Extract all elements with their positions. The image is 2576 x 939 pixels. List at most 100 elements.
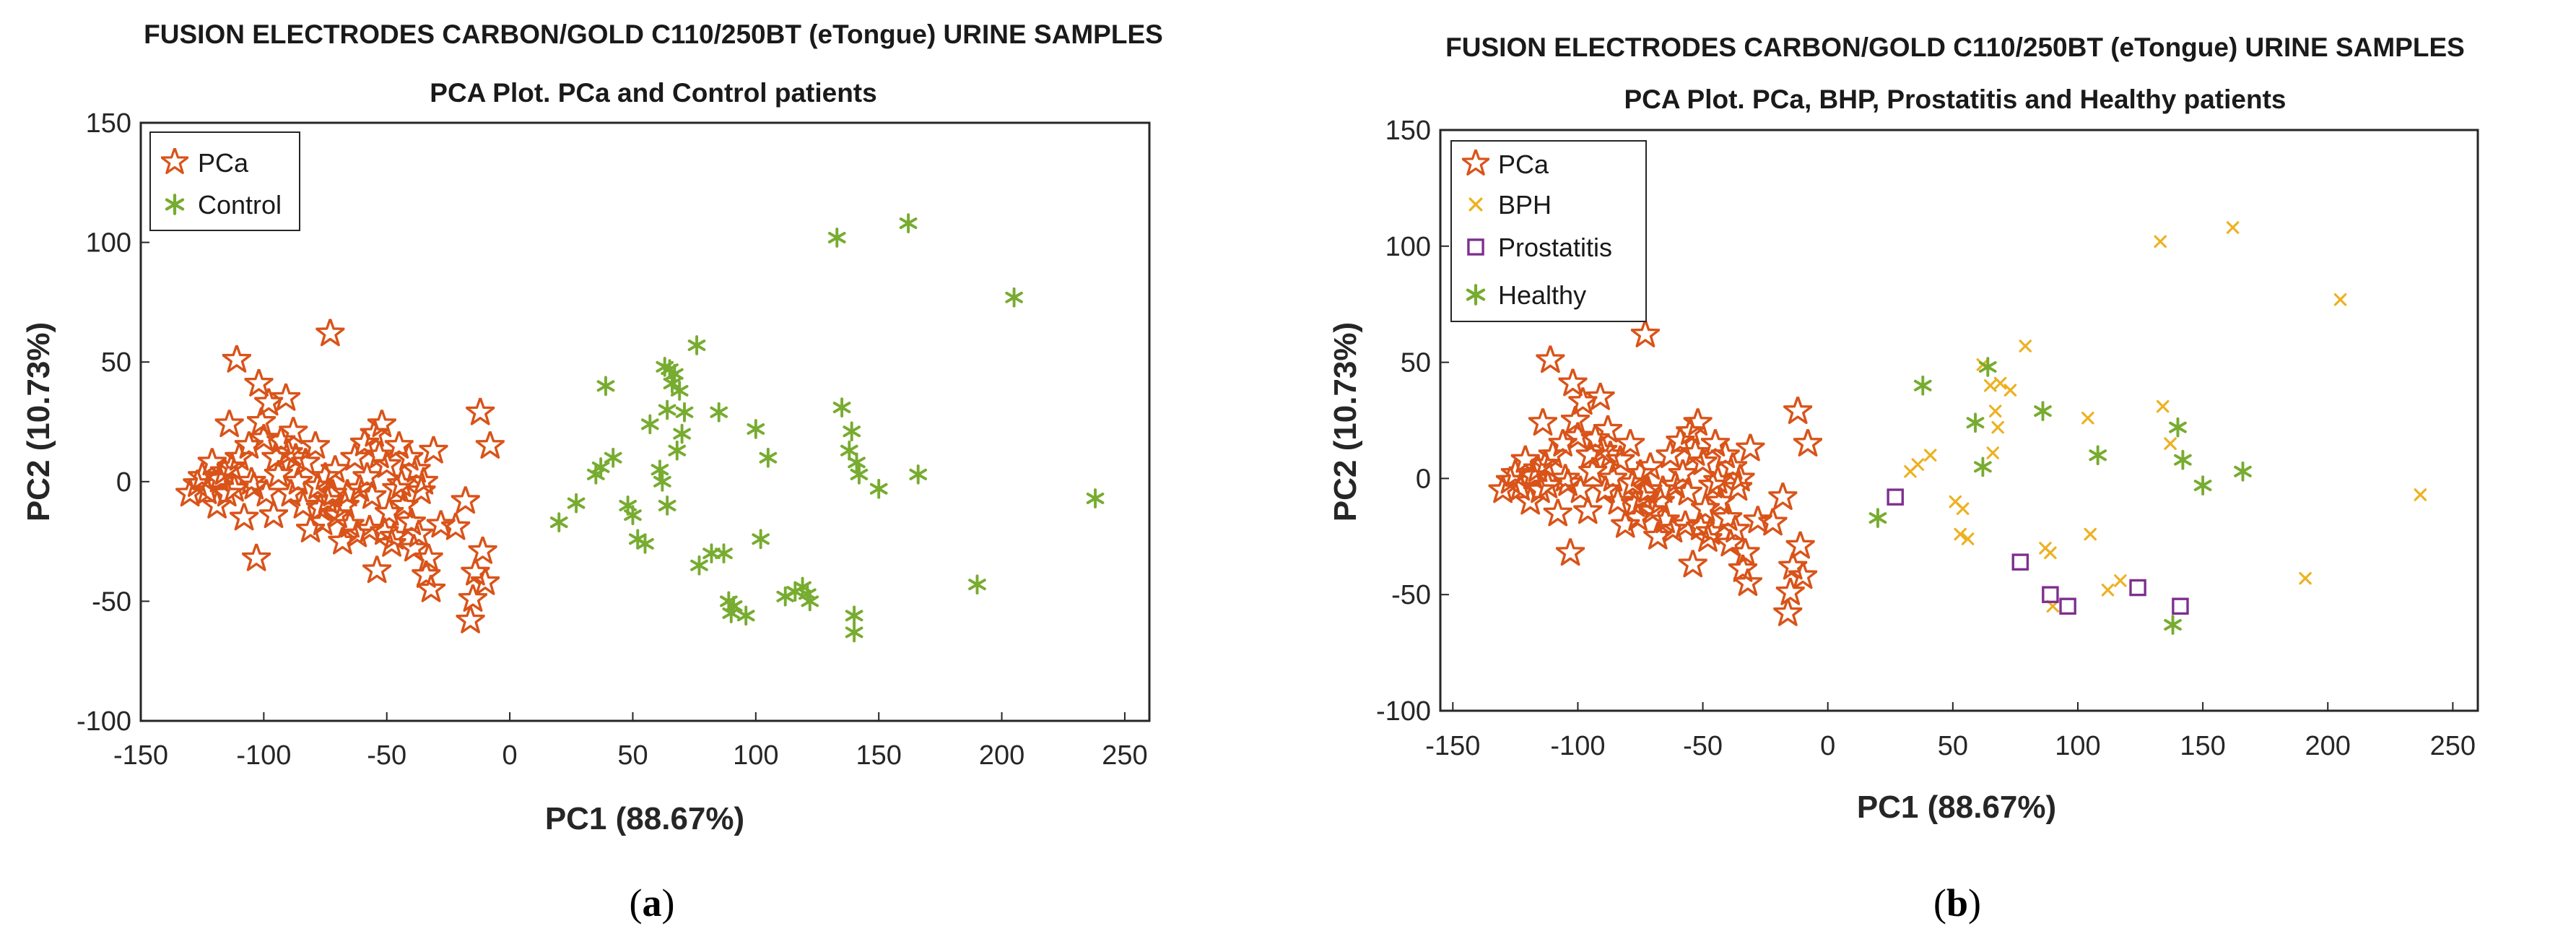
point-control (840, 440, 858, 461)
point-pca (451, 486, 480, 514)
point-bph (2414, 488, 2427, 501)
point-control (747, 419, 765, 439)
point-control (848, 452, 866, 473)
point-pca (367, 410, 396, 438)
point-control (549, 512, 568, 532)
chart-b-x-label: PC1 (88.67%) (1857, 789, 2056, 825)
y-tick-label: 100 (86, 228, 131, 259)
x-tick-label: 100 (733, 740, 778, 771)
point-healthy (2164, 615, 2182, 635)
point-pca (242, 543, 271, 571)
point-bph (2101, 584, 2115, 597)
y-tick-label: 0 (116, 467, 131, 498)
chart-a-plot-area (139, 121, 1151, 722)
point-pca (214, 410, 244, 438)
chart-a-points (175, 213, 1105, 643)
point-control (759, 447, 778, 468)
chart-b-y-label: PC2 (10.73%) (1328, 322, 1363, 522)
legend-a-control-label: Control (198, 190, 282, 220)
point-control (715, 543, 733, 564)
point-bph (2226, 221, 2240, 234)
legend-b-healthy: Healthy (1468, 280, 1586, 310)
point-bph (1991, 420, 2004, 434)
legend-b-pca-label: PCa (1498, 150, 1549, 179)
point-control (968, 574, 986, 595)
point-pca (1635, 452, 1665, 480)
point-pca (316, 319, 345, 347)
point-healthy (1974, 456, 1992, 477)
point-control (832, 397, 851, 417)
point-pca (1785, 531, 1815, 559)
x-tick-label: -150 (113, 740, 168, 771)
x-tick-label: 100 (2055, 731, 2100, 761)
x-tick-label: 50 (1938, 731, 1968, 761)
point-pca (475, 431, 505, 459)
point-bph (2164, 437, 2177, 450)
chart-a-x-label: PC1 (88.67%) (545, 801, 744, 836)
point-pca (225, 443, 254, 471)
point-pca (1585, 382, 1615, 410)
point-control (702, 543, 721, 564)
point-pca (271, 383, 301, 411)
panel-a-caption: (a) (630, 881, 675, 925)
point-bph (2114, 574, 2127, 587)
point-healthy (2193, 475, 2212, 496)
x-tick-label: 250 (2430, 731, 2476, 761)
chart-a-y-ticks: -100 -50 0 50 100 150 (77, 108, 149, 737)
y-tick-label: 150 (86, 108, 131, 139)
legend-b-prostatitis: Prostatitis (1467, 233, 1612, 262)
point-control (869, 478, 888, 499)
point-pca (1768, 483, 1798, 511)
y-tick-label: -50 (1391, 580, 1431, 610)
legend-b-healthy-label: Healthy (1498, 280, 1586, 310)
legend-a-pca: PCa (161, 148, 249, 178)
point-pca (1528, 408, 1557, 436)
panel-a: FUSION ELECTRODES CARBON/GOLD C110/250BT… (21, 20, 1163, 925)
point-control (658, 496, 676, 516)
legend-a-control: Control (167, 190, 282, 220)
x-tick-label: 250 (1102, 740, 1147, 771)
point-pca (183, 470, 212, 497)
point-healthy (2169, 417, 2187, 438)
point-control (843, 421, 861, 442)
x-tick-label: 200 (2305, 731, 2351, 761)
point-pca (1683, 408, 1713, 436)
panel-b: FUSION ELECTRODES CARBON/GOLD C110/250BT… (1328, 33, 2479, 925)
point-bph (1956, 502, 1970, 515)
chart-b-plot-area (1439, 129, 2479, 712)
point-prostatitis (2042, 586, 2059, 603)
x-tick-label: -50 (367, 740, 406, 771)
chart-b-y-ticks: -100 -50 0 50 100 150 (1376, 116, 1449, 727)
point-healthy (1868, 508, 1887, 528)
x-tick-label: 150 (2180, 731, 2225, 761)
point-pca (466, 397, 495, 425)
x-tick-label: -100 (1550, 731, 1605, 761)
point-bph (1988, 404, 2002, 417)
point-control (653, 471, 671, 492)
legend-b-prostatitis-label: Prostatitis (1498, 233, 1612, 262)
point-control (675, 402, 694, 423)
point-pca (321, 455, 350, 483)
point-pca (1536, 345, 1565, 373)
point-control (687, 335, 706, 355)
legend-a-pca-label: PCa (198, 148, 249, 178)
point-bph (2156, 399, 2170, 413)
point-pca (1538, 441, 1567, 469)
y-tick-label: -100 (1376, 696, 1431, 727)
y-tick-label: 100 (1385, 232, 1431, 262)
point-control (909, 464, 928, 485)
y-tick-label: 150 (1385, 116, 1431, 146)
y-tick-label: -50 (92, 587, 131, 617)
y-tick-label: 0 (1416, 464, 1431, 494)
point-pca (362, 555, 392, 584)
point-pca (222, 345, 251, 373)
legend-b-bph-label: BPH (1498, 190, 1552, 220)
chart-b-legend: PCa BPH Prostatitis Healthy (1450, 140, 1647, 322)
point-bph (1984, 378, 1997, 392)
point-bph (2333, 293, 2347, 306)
x-tick-label: -50 (1683, 731, 1723, 761)
point-control (668, 440, 687, 461)
point-bph (1993, 376, 2007, 390)
point-prostatitis (2059, 597, 2076, 615)
y-tick-label: 50 (1401, 348, 1431, 378)
